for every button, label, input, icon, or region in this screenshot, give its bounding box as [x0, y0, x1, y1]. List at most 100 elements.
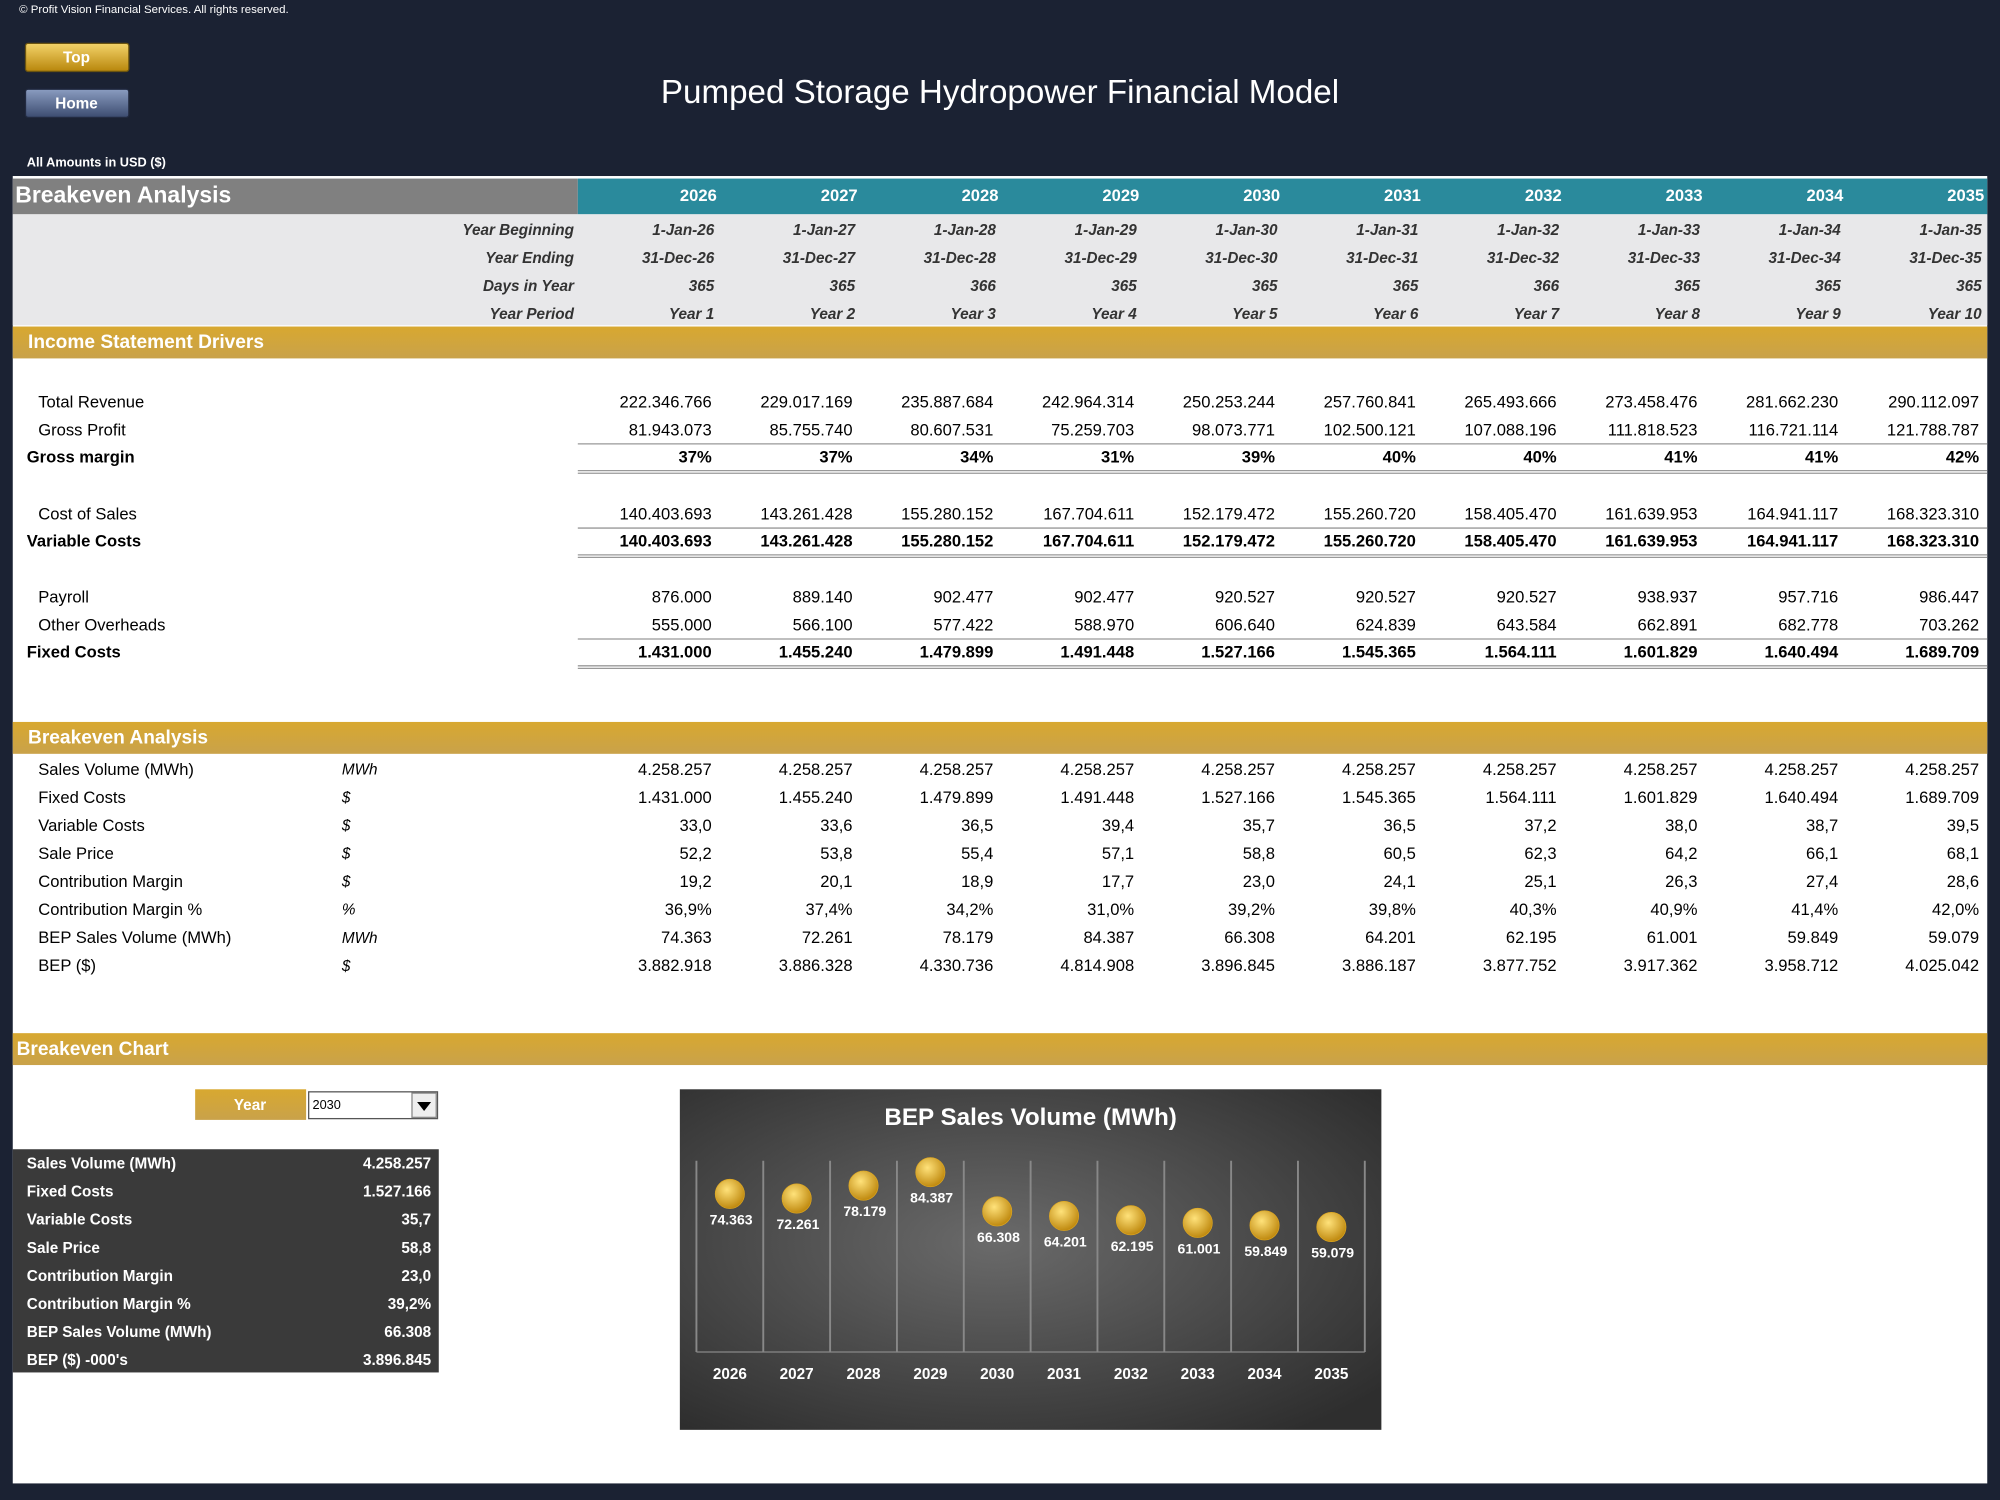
data-label: 66.308	[977, 1229, 1020, 1245]
cell: 606.640	[1215, 616, 1275, 635]
row-label: Payroll	[38, 588, 89, 607]
button-label[interactable]: Top	[63, 50, 90, 67]
cell: 102.500.121	[1324, 420, 1416, 439]
timeline-cell: Year 3	[951, 306, 997, 323]
cell: 3.886.187	[1342, 956, 1416, 975]
row-label: Cost of Sales	[38, 505, 137, 524]
year-header: 2032	[1525, 186, 1562, 205]
year-dropdown[interactable]: 2030	[308, 1091, 439, 1120]
timeline-cell: 365	[830, 278, 856, 295]
cell: 161.639.953	[1605, 505, 1697, 524]
timeline-cell: Year 4	[1091, 306, 1137, 323]
cell: 121.788.787	[1887, 420, 1979, 439]
timeline-cell: 1-Jan-30	[1215, 222, 1278, 239]
cell: 155.280.152	[901, 531, 993, 550]
timeline-cell: 365	[1111, 278, 1137, 295]
cell: 33,0	[679, 816, 711, 835]
cell: 38,0	[1665, 816, 1697, 835]
data-point	[1115, 1205, 1146, 1236]
top-button[interactable]: Top	[24, 42, 130, 73]
button-face[interactable]	[24, 88, 130, 118]
cell: 876.000	[652, 588, 712, 607]
cell: 938.937	[1638, 588, 1698, 607]
cell: 4.814.908	[1060, 956, 1134, 975]
home-button[interactable]: Home	[24, 88, 130, 118]
cell: 85.755.740	[770, 420, 853, 439]
cell: 4.258.257	[779, 760, 853, 779]
cell: 61.001	[1647, 928, 1698, 947]
timeline-cell: Year 8	[1655, 306, 1701, 323]
timeline-cell: 31-Dec-33	[1628, 250, 1701, 267]
selector-label: Year	[234, 1097, 266, 1114]
summary-label: Fixed Costs	[27, 1184, 114, 1201]
section-band	[12, 721, 1988, 754]
cell: 39,4	[1102, 816, 1134, 835]
timeline-cell: 1-Jan-35	[1920, 222, 1983, 239]
data-point	[848, 1170, 879, 1201]
timeline-cell: 365	[1815, 278, 1841, 295]
cell: 1.564.111	[1485, 788, 1556, 807]
cell: 902.477	[1074, 588, 1134, 607]
button-face[interactable]	[24, 42, 130, 73]
row-label: Total Revenue	[38, 392, 144, 411]
cell: 39,5	[1947, 816, 1979, 835]
row-label: Variable Costs	[38, 816, 145, 835]
cell: 273.458.476	[1605, 392, 1697, 411]
cell: 25,1	[1524, 872, 1556, 891]
data-point	[915, 1157, 946, 1188]
cell: 37%	[819, 447, 852, 466]
cell: 3.882.918	[638, 956, 712, 975]
cell: 24,1	[1384, 872, 1416, 891]
cell: 1.601.829	[1624, 642, 1698, 661]
cell: 35,7	[1243, 816, 1275, 835]
cell: 1.689.709	[1905, 642, 1979, 661]
row-unit: $	[341, 818, 351, 835]
button-label[interactable]: Home	[55, 96, 98, 113]
timeline-label: Year Ending	[485, 250, 574, 267]
year-header: 2034	[1806, 186, 1844, 205]
cell: 55,4	[961, 844, 993, 863]
timeline-label: Days in Year	[483, 278, 575, 295]
row-label: Variable Costs	[27, 531, 141, 550]
cell: 703.262	[1919, 616, 1979, 635]
timeline-cell: 1-Jan-34	[1779, 222, 1842, 239]
row-label: Contribution Margin %	[38, 900, 202, 919]
timeline-cell: 366	[1534, 278, 1560, 295]
timeline-label: Year Period	[490, 306, 575, 323]
timeline-cell: 1-Jan-29	[1075, 222, 1138, 239]
cell: 920.527	[1497, 588, 1557, 607]
cell: 290.112.097	[1888, 392, 1979, 411]
cell: 19,2	[679, 872, 711, 891]
cell: 155.260.720	[1324, 505, 1416, 524]
cell: 1.479.899	[920, 642, 994, 661]
cell: 64.201	[1365, 928, 1416, 947]
cell: 4.258.257	[1624, 760, 1698, 779]
cell: 682.778	[1778, 616, 1838, 635]
x-tick-label: 2031	[1047, 1366, 1082, 1383]
cell: 31%	[1101, 447, 1134, 466]
cell: 164.941.117	[1747, 505, 1838, 524]
cell: 60,5	[1384, 844, 1416, 863]
dropdown-value[interactable]: 2030	[313, 1097, 341, 1112]
cell: 57,1	[1102, 844, 1134, 863]
row-unit: $	[341, 846, 351, 863]
copyright: © Profit Vision Financial Services. All …	[19, 4, 289, 16]
data-label: 64.201	[1044, 1233, 1087, 1249]
cell: 155.260.720	[1324, 531, 1416, 550]
cell: 68,1	[1947, 844, 1979, 863]
cell: 41,4%	[1791, 900, 1838, 919]
dropdown-arrow[interactable]	[417, 1102, 432, 1111]
timeline-cell: 31-Dec-27	[783, 250, 857, 267]
data-label: 74.363	[710, 1211, 753, 1227]
cell: 1.431.000	[638, 788, 712, 807]
cell: 1.640.494	[1764, 788, 1838, 807]
cell: 41%	[1805, 447, 1838, 466]
cell: 643.584	[1497, 616, 1557, 635]
cell: 41%	[1664, 447, 1697, 466]
cell: 250.253.244	[1183, 392, 1275, 411]
year-header: 2028	[962, 186, 999, 205]
cell: 152.179.472	[1183, 531, 1275, 550]
cell: 1.491.448	[1060, 642, 1134, 661]
cell: 662.891	[1638, 616, 1698, 635]
cell: 28,6	[1947, 872, 1979, 891]
